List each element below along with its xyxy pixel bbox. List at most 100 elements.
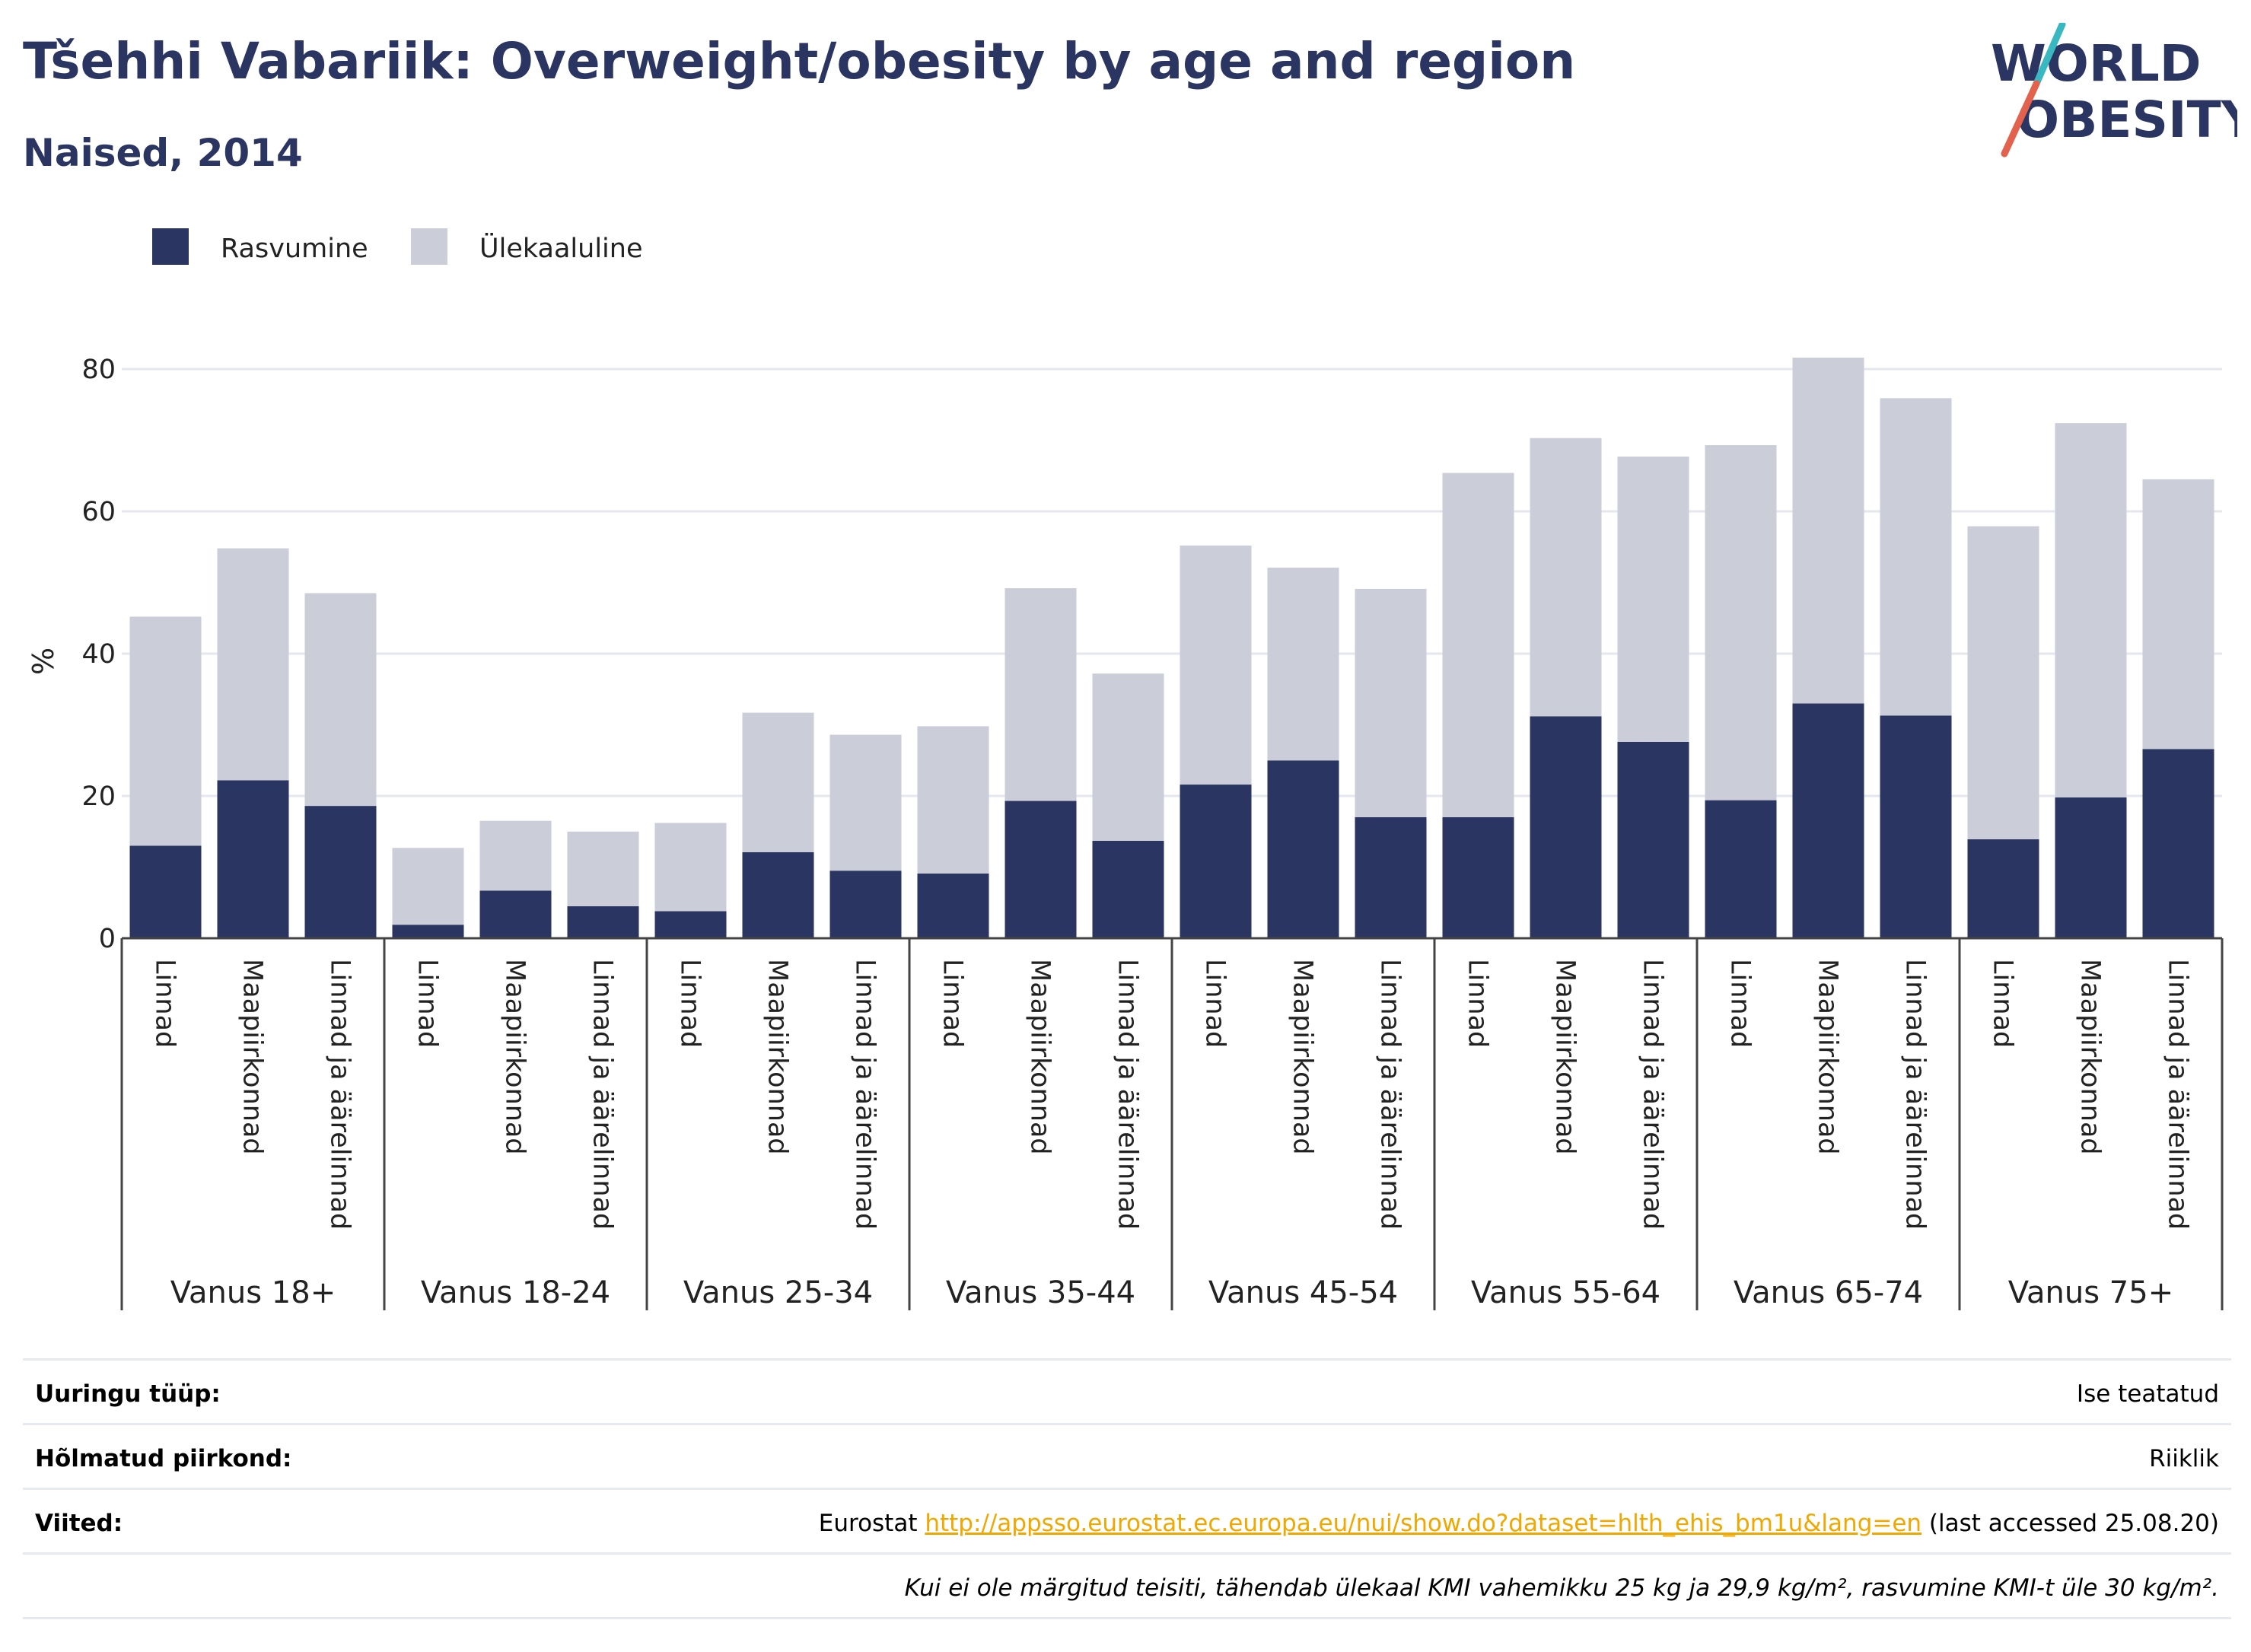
x-tick-label-22: Maapiirkonnad [2075, 959, 2106, 1155]
x-tick-label-11: Linnad ja äärelinnad [1113, 959, 1143, 1230]
x-tick-label-20: Linnad ja äärelinnad [1900, 959, 1931, 1230]
legend: Rasvumine Ülekaaluline [152, 228, 643, 265]
coverage-label: Hõlmatud piirkond: [35, 1445, 292, 1472]
x-tick-label-16: Maapiirkonnad [1550, 959, 1581, 1155]
sources-label: Viited: [35, 1510, 123, 1537]
group-label-4: Vanus 45-54 [1208, 1275, 1398, 1310]
bar-overweight-23 [2142, 479, 2214, 750]
bar-obesity-2 [304, 806, 377, 938]
bar-obesity-7 [742, 851, 814, 938]
source-suffix: (last accessed 25.08.20) [1921, 1510, 2219, 1537]
bar-overweight-22 [2055, 423, 2127, 797]
definition-note: Kui ei ole märgitud teisiti, tähendab ül… [904, 1574, 2219, 1602]
bar-overweight-7 [742, 712, 814, 852]
x-tick-label-5: Linnad ja äärelinnad [587, 959, 618, 1230]
x-tick-label-8: Linnad ja äärelinnad [850, 959, 880, 1230]
bar-overweight-5 [567, 831, 639, 906]
bar-overweight-10 [1005, 588, 1077, 801]
x-tick-label-15: Linnad [1463, 959, 1493, 1048]
bar-obesity-13 [1267, 760, 1339, 939]
gridlines [122, 368, 2222, 797]
legend-label-1: Ülekaaluline [479, 232, 643, 264]
x-tick-label-0: Linnad [150, 959, 180, 1048]
x-tick-label-4: Maapiirkonnad [500, 959, 530, 1155]
x-axis: Linnad Maapiirkonnad Linnad ja äärelinnad L… [120, 937, 2224, 1310]
group-label-0: Vanus 18+ [170, 1275, 336, 1310]
x-tick-label-17: Linnad ja äärelinnad [1638, 959, 1668, 1230]
x-tick-label-14: Linnad ja äärelinnad [1375, 959, 1406, 1230]
legend-swatch-1 [411, 228, 447, 265]
bar-obesity-9 [917, 873, 989, 938]
logo-line-2: OBESITY [2017, 91, 2237, 149]
chart-subtitle: Naised, 2014 [23, 131, 303, 175]
bar-obesity-11 [1092, 840, 1164, 938]
bar-obesity-3 [392, 925, 464, 938]
bar-obesity-4 [479, 890, 552, 938]
bar-overweight-14 [1355, 588, 1427, 817]
bars [129, 358, 2214, 939]
y-tick-label-40: 40 [81, 639, 116, 670]
bar-obesity-19 [1792, 703, 1864, 939]
bar-overweight-8 [829, 734, 902, 871]
survey-type-value: Ise teatatud [2076, 1380, 2219, 1408]
bar-overweight-2 [304, 593, 377, 807]
bar-overweight-21 [1967, 526, 2039, 839]
x-tick-label-1: Maapiirkonnad [237, 959, 268, 1155]
y-tick-label-0: 0 [99, 924, 116, 954]
bar-overweight-20 [1880, 398, 1952, 716]
bar-obesity-16 [1530, 716, 1602, 938]
logo-slash-red [2001, 80, 2040, 158]
group-label-2: Vanus 25-34 [683, 1275, 873, 1310]
bar-overweight-9 [917, 726, 989, 874]
group-label-3: Vanus 35-44 [946, 1275, 1135, 1310]
x-tick-label-6: Linnad [675, 959, 705, 1048]
y-axis-label: % [27, 648, 60, 675]
x-tick-label-2: Linnad ja äärelinnad [325, 959, 355, 1230]
bar-overweight-11 [1092, 673, 1164, 841]
x-tick-label-23: Linnad ja äärelinnad [2163, 959, 2193, 1230]
bar-obesity-1 [217, 780, 289, 938]
bar-overweight-19 [1792, 358, 1864, 704]
y-tick-label-20: 20 [81, 781, 116, 812]
bar-obesity-21 [1967, 839, 2039, 938]
x-tick-label-9: Linnad [938, 959, 968, 1048]
bar-overweight-17 [1617, 457, 1689, 742]
bar-obesity-5 [567, 906, 639, 938]
x-tick-label-19: Maapiirkonnad [1813, 959, 1843, 1155]
source-link[interactable]: http://appsso.eurostat.ec.europa.eu/nui/… [925, 1510, 1922, 1537]
bar-overweight-18 [1705, 445, 1777, 801]
bar-overweight-13 [1267, 567, 1339, 761]
bar-overweight-15 [1442, 473, 1514, 817]
bar-obesity-22 [2055, 797, 2127, 938]
x-tick-label-10: Maapiirkonnad [1025, 959, 1055, 1155]
bar-overweight-12 [1180, 545, 1252, 785]
bar-overweight-3 [392, 848, 464, 925]
bar-overweight-6 [654, 823, 727, 912]
survey-type-label: Uuringu tüüp: [35, 1380, 221, 1408]
x-tick-label-3: Linnad [412, 959, 443, 1048]
bar-obesity-0 [129, 845, 202, 938]
bar-obesity-8 [829, 871, 902, 938]
bar-obesity-14 [1355, 817, 1427, 938]
group-label-7: Vanus 75+ [2008, 1275, 2173, 1310]
legend-swatch-0 [152, 228, 189, 265]
bar-obesity-6 [654, 911, 727, 938]
group-label-1: Vanus 18-24 [421, 1275, 610, 1310]
bar-obesity-18 [1705, 800, 1777, 938]
stacked-bar-chart: Rasvumine Ülekaaluline 0 20 40 60 80% Linnad M… [27, 228, 2224, 1310]
footer-row-survey-type: Uuringu tüüp: Ise teatatud [23, 1358, 2231, 1423]
logo-slash-teal [2033, 23, 2066, 88]
x-tick-label-13: Maapiirkonnad [1288, 959, 1318, 1155]
bar-obesity-15 [1442, 817, 1514, 938]
bar-obesity-10 [1005, 801, 1077, 938]
group-label-5: Vanus 55-64 [1471, 1275, 1660, 1310]
chart-title: Tšehhi Vabariik: Overweight/obesity by a… [23, 32, 1576, 91]
y-tick-label-60: 60 [81, 497, 116, 527]
x-tick-label-7: Maapiirkonnad [763, 959, 793, 1155]
bar-obesity-17 [1617, 741, 1689, 938]
x-tick-label-21: Linnad [1988, 959, 2018, 1048]
x-tick-label-12: Linnad [1200, 959, 1231, 1048]
footer-row-coverage: Hõlmatud piirkond: Riiklik [23, 1423, 2231, 1488]
coverage-value: Riiklik [2149, 1445, 2219, 1472]
bar-overweight-16 [1530, 438, 1602, 717]
